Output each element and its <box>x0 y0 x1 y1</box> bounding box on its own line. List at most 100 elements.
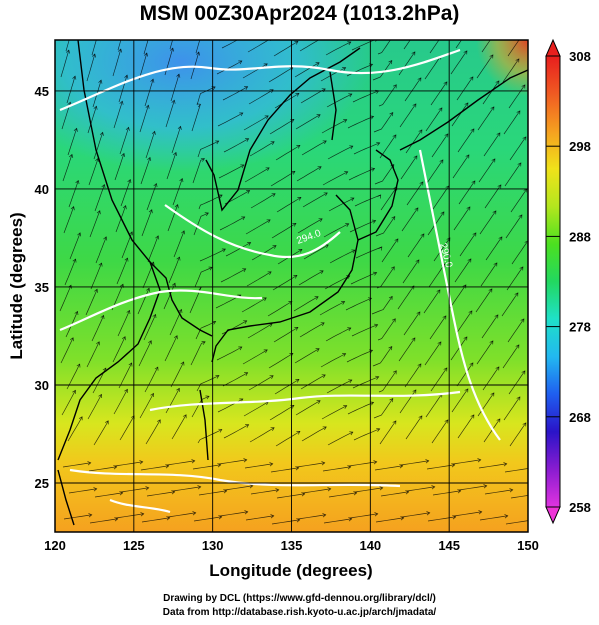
streamline <box>273 41 299 57</box>
wind-arrowhead <box>218 428 223 433</box>
streamline <box>475 288 493 313</box>
streamline <box>303 244 329 260</box>
wind-arrowhead <box>389 112 394 117</box>
wind-arrowhead <box>245 138 250 142</box>
wind-arrowhead <box>171 490 176 495</box>
streamline <box>144 79 154 107</box>
wind-arrowhead <box>522 422 527 427</box>
wind-arrowhead <box>375 375 380 380</box>
streamline <box>373 398 394 419</box>
credit-drawing: Drawing by DCL (https://www.gfd-dennou.o… <box>163 593 436 604</box>
streamline <box>192 464 221 470</box>
wind-arrowhead <box>316 400 321 404</box>
streamline <box>455 310 473 335</box>
streamline <box>477 106 495 131</box>
streamline <box>398 337 416 362</box>
wind-arrowhead <box>70 206 75 211</box>
streamline <box>429 315 447 340</box>
streamline <box>245 219 271 235</box>
wind-arrowhead <box>204 212 209 217</box>
streamline <box>326 379 352 394</box>
streamline <box>146 183 157 211</box>
streamline <box>527 310 528 311</box>
wind-arrowhead <box>348 93 353 98</box>
streamline <box>137 288 150 315</box>
streamline <box>345 297 372 311</box>
streamline <box>146 491 175 497</box>
streamline <box>164 335 178 362</box>
wind-arrowhead <box>292 223 297 227</box>
streamline <box>405 415 423 440</box>
streamline <box>91 40 97 56</box>
streamline <box>346 63 373 77</box>
streamline <box>347 116 374 129</box>
streamline <box>322 171 348 186</box>
wind-arrowhead <box>392 33 395 37</box>
streamline <box>453 511 482 517</box>
streamline <box>268 67 294 83</box>
wind-arrowhead <box>389 398 394 403</box>
streamline <box>62 154 73 182</box>
wind-arrowhead <box>343 119 348 123</box>
streamline <box>86 54 96 82</box>
wind-arrowhead <box>414 207 419 212</box>
wind-arrowhead <box>294 41 299 45</box>
streamline <box>353 142 380 155</box>
streamline <box>88 466 117 472</box>
wind-arrowhead <box>457 489 462 494</box>
streamline <box>478 463 507 469</box>
streamline <box>169 309 182 336</box>
wind-arrowhead <box>263 349 268 354</box>
streamline <box>451 102 469 127</box>
wind-arrowhead <box>98 393 103 399</box>
wind-arrowhead <box>191 459 196 464</box>
wind-arrowhead <box>145 104 150 109</box>
wind-arrowhead <box>531 519 534 523</box>
wind-arrowhead <box>71 24 75 27</box>
streamline <box>60 50 70 78</box>
streamline <box>327 431 353 446</box>
wind-arrowhead <box>341 301 346 305</box>
wind-arrowhead <box>98 262 103 267</box>
streamline <box>457 128 475 153</box>
wind-arrowhead <box>247 242 252 246</box>
streamline <box>427 516 456 522</box>
wind-arrowhead <box>521 33 524 37</box>
wind-arrowhead <box>315 348 320 352</box>
streamline <box>425 393 443 418</box>
wind-arrowhead <box>205 395 210 400</box>
wind-arrowhead <box>125 126 130 131</box>
streamline <box>248 375 274 391</box>
wind-arrowhead <box>464 102 469 107</box>
streamline <box>193 516 222 522</box>
streamline <box>172 178 183 206</box>
streamline <box>272 275 298 291</box>
streamline <box>377 318 396 341</box>
wind-arrowhead <box>468 310 473 315</box>
streamline <box>374 465 403 471</box>
streamline <box>68 180 79 208</box>
streamline <box>115 513 144 519</box>
graticule <box>55 40 528 532</box>
streamline <box>168 256 180 284</box>
wind-arrowhead <box>321 374 326 379</box>
map-title: MSM 00Z30Apr2024 (1013.2hPa) <box>139 2 460 25</box>
streamline <box>431 133 449 158</box>
streamline <box>354 194 381 207</box>
wind-arrowhead <box>405 490 410 495</box>
wind-arrowhead <box>166 516 171 521</box>
wind-arrowhead <box>515 58 520 63</box>
streamline <box>504 162 522 187</box>
streamline <box>349 513 378 519</box>
wind-arrowhead <box>150 261 155 266</box>
wind-arrowhead <box>390 266 395 271</box>
colorbar-tick-label: 288 <box>569 229 591 244</box>
wind-arrowhead <box>419 181 424 186</box>
streamline <box>530 392 546 415</box>
wind-arrowhead <box>178 308 183 313</box>
wind-arrowhead <box>494 314 499 319</box>
streamline <box>165 100 175 128</box>
wind-arrowhead <box>122 336 126 341</box>
streamline <box>403 311 421 336</box>
